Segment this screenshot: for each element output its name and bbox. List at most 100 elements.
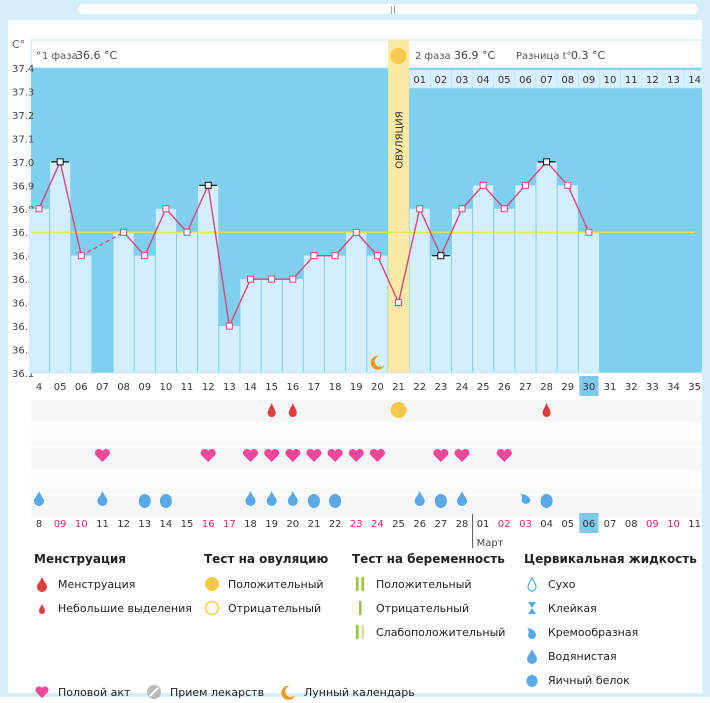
cervical-watery-icon[interactable]	[287, 491, 298, 507]
cervical-watery-icon[interactable]	[245, 491, 256, 507]
cervical-watery-icon[interactable]	[97, 491, 108, 507]
temp-point[interactable]	[141, 252, 149, 260]
date-label: 04	[540, 519, 553, 530]
cervical-eggwhite-icon[interactable]	[540, 494, 553, 508]
intercourse-heart-icon[interactable]	[496, 448, 512, 462]
temp-point[interactable]	[458, 205, 466, 213]
date-label: 26	[413, 519, 426, 530]
temp-point[interactable]	[543, 158, 551, 166]
y-tick-label: 36.2	[12, 346, 34, 357]
cervical-eggwhite-icon[interactable]	[329, 494, 342, 508]
intercourse-heart-icon[interactable]	[327, 448, 343, 462]
legend-spotting-label: Небольшие выделения	[58, 601, 192, 615]
cervical-eggwhite-icon[interactable]	[434, 494, 447, 508]
legend-cervical-watery-label: Водянистая	[548, 649, 617, 663]
temp-point[interactable]	[289, 275, 297, 283]
cervical-eggwhite-icon[interactable]	[159, 494, 172, 508]
temp-bar	[578, 232, 599, 373]
cycle-day-label: 18	[329, 382, 342, 393]
horizontal-scrollbar[interactable]	[78, 4, 698, 14]
legend-menstruation-label: Менструация	[58, 577, 136, 591]
scroll-grip-icon[interactable]	[391, 6, 395, 14]
temp-line-segment	[80, 231, 124, 257]
cervical-creamy-icon[interactable]	[520, 494, 531, 504]
temp-point[interactable]	[437, 252, 445, 260]
y-tick-label: 36.4	[12, 299, 34, 310]
date-label: 13	[138, 519, 151, 530]
temp-point[interactable]	[416, 205, 424, 213]
cycle-day-label: 08	[117, 382, 130, 393]
intercourse-heart-icon[interactable]	[306, 448, 322, 462]
current-date-highlight	[579, 513, 599, 533]
phase2-day-label: 01	[413, 75, 426, 86]
legend-cervical-eggwhite: Яичный белок	[524, 672, 630, 688]
legend-pregnancy-title: Тест на беременность	[352, 552, 505, 566]
cervical-eggwhite-icon[interactable]	[138, 494, 151, 508]
temp-bar	[494, 208, 515, 373]
intercourse-heart-icon[interactable]	[264, 448, 280, 462]
temp-point[interactable]	[585, 228, 593, 236]
intercourse-heart-icon[interactable]	[242, 448, 259, 462]
cervical-eggwhite-icon[interactable]	[307, 494, 320, 508]
temp-point[interactable]	[183, 228, 191, 236]
y-tick-label: 36.5	[12, 275, 34, 286]
intercourse-heart-icon[interactable]	[454, 448, 470, 462]
cervical-watery-icon[interactable]	[457, 491, 467, 506]
spotting-drop-icon[interactable]	[542, 403, 551, 417]
heart-icon	[34, 684, 50, 700]
sun-filled-icon	[204, 576, 220, 592]
temp-point[interactable]	[331, 252, 339, 260]
intercourse-heart-icon[interactable]	[200, 448, 216, 462]
temp-point[interactable]	[77, 252, 85, 260]
temp-point[interactable]	[500, 205, 508, 213]
cervical-watery-icon[interactable]	[414, 491, 425, 507]
temp-point[interactable]	[268, 275, 276, 283]
symptom-row	[31, 472, 702, 494]
y-tick-label: 36.6	[12, 252, 34, 263]
phase2-label: 2 фаза	[415, 51, 451, 62]
date-label: 15	[181, 519, 194, 530]
temp-point[interactable]	[120, 228, 128, 236]
legend-lunar-label: Лунный календарь	[304, 685, 415, 699]
temp-line-segment	[207, 185, 231, 327]
temp-point[interactable]	[310, 252, 318, 260]
temp-point[interactable]	[247, 275, 254, 283]
ovulation-test-positive-icon[interactable]	[390, 402, 407, 418]
intercourse-heart-icon[interactable]	[433, 448, 449, 462]
temp-point[interactable]	[56, 158, 64, 166]
cervical-watery-icon[interactable]	[266, 491, 277, 507]
y-tick-label: 37.3	[12, 87, 34, 98]
cycle-day-label: 12	[202, 382, 215, 393]
y-tick-label: 37.1	[12, 134, 34, 145]
y-tick-label: 36.9	[12, 181, 34, 192]
temp-point[interactable]	[352, 228, 360, 236]
cycle-day-label: 33	[646, 382, 659, 393]
date-label: 14	[160, 519, 173, 530]
temp-point[interactable]	[225, 322, 233, 330]
temp-point[interactable]	[521, 181, 529, 189]
temp-point[interactable]	[373, 252, 381, 260]
intercourse-heart-icon[interactable]	[348, 448, 364, 462]
intercourse-heart-icon[interactable]	[369, 448, 385, 462]
date-label: 17	[223, 519, 236, 530]
intercourse-heart-icon[interactable]	[285, 448, 301, 462]
y-axis-panel	[8, 20, 31, 376]
phase2-day-label: 02	[434, 75, 447, 86]
temp-point[interactable]	[564, 181, 572, 189]
temp-point[interactable]	[479, 181, 487, 189]
temp-bar	[219, 326, 240, 373]
y-tick-label: 37.2	[12, 111, 34, 122]
intercourse-heart-icon[interactable]	[94, 448, 110, 462]
symptom-row	[31, 448, 702, 470]
legend-intercourse-label: Половой акт	[58, 685, 131, 699]
sun-outline-icon	[204, 600, 220, 616]
temp-point[interactable]	[395, 299, 403, 307]
spotting-drop-icon[interactable]	[288, 403, 297, 417]
temp-point[interactable]	[204, 181, 212, 189]
spotting-drop-icon[interactable]	[267, 403, 276, 417]
cervical-watery-icon[interactable]	[34, 491, 44, 506]
cycle-day-label: 07	[96, 382, 109, 393]
symptom-row	[31, 496, 702, 518]
temp-point[interactable]	[35, 205, 43, 213]
temp-point[interactable]	[162, 205, 170, 213]
